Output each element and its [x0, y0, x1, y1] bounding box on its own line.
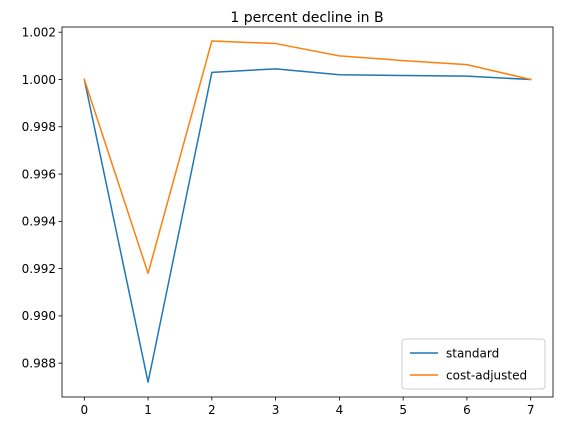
plot-frame	[61, 26, 554, 398]
y-tick-label: 1.002	[22, 26, 56, 40]
x-tick-label: 5	[399, 403, 407, 417]
chart-title: 1 percent decline in B	[230, 10, 383, 26]
x-tick-label: 7	[527, 403, 535, 417]
x-tick-label: 4	[336, 403, 344, 417]
x-axis: 0 1 2 3 4 5 6 7	[80, 397, 535, 417]
y-tick-label: 0.990	[22, 309, 56, 323]
y-tick-label: 1.000	[22, 73, 56, 87]
x-tick-label: 0	[80, 403, 88, 417]
legend-box	[401, 338, 546, 390]
plot-area	[62, 27, 553, 397]
y-tick-label: 0.998	[22, 120, 56, 134]
series-layer	[83, 40, 532, 383]
y-axis: 0.988 0.990 0.992 0.994 0.996 0.998 1.000 1.002	[22, 26, 62, 370]
y-tick-label: 0.988	[22, 356, 56, 370]
y-tick-label: 0.996	[22, 167, 56, 181]
series-line-cost-adjusted	[83, 40, 532, 275]
y-tick-label: 0.992	[22, 262, 56, 276]
series-line-standard	[83, 68, 532, 383]
x-tick-label: 2	[208, 403, 216, 417]
x-tick-label: 6	[463, 403, 471, 417]
x-tick-label: 1	[144, 403, 152, 417]
legend: standard cost-adjusted	[401, 338, 546, 390]
legend-label: cost-adjusted	[446, 368, 527, 382]
y-tick-label: 0.994	[22, 215, 56, 229]
legend-label: standard	[446, 346, 499, 360]
x-tick-label: 3	[272, 403, 280, 417]
